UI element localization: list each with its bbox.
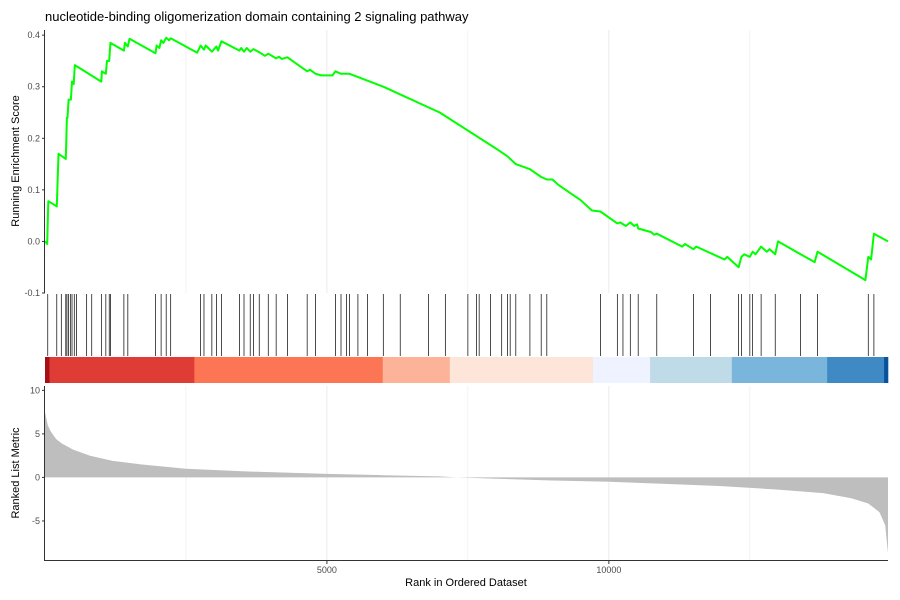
x-axis-title: Rank in Ordered Dataset <box>405 577 527 589</box>
x-axis-ticks: 5000 10000 <box>317 561 621 575</box>
y-tick-label: -0.1 <box>24 288 40 298</box>
x-tick-label: 5000 <box>317 565 337 575</box>
rank-color-bar <box>45 357 889 383</box>
color-bar-segment <box>650 357 733 383</box>
running-score-panel: -0.1 0.0 0.1 0.2 0.3 0.4 Running Enrichment S… <box>10 30 889 356</box>
y-tick-label: 5 <box>35 429 40 439</box>
color-bar-segment <box>49 357 195 383</box>
x-tick-label: 10000 <box>596 565 621 575</box>
chart-title: nucleotide-binding oligomerization domai… <box>45 9 469 24</box>
color-bar-segment <box>731 357 828 383</box>
y-tick-label: 0.0 <box>27 236 40 246</box>
ranked-metric-area <box>45 412 888 554</box>
running-score-line <box>44 36 889 282</box>
ranked-metric-panel: -5 0 5 10 5000 10000 Ranked List Metric Rank… <box>10 385 888 589</box>
color-bar-segment <box>382 357 451 383</box>
score-gridlines <box>185 30 751 293</box>
color-bar-segment <box>827 357 885 383</box>
metric-y-axis-ticks: -5 0 5 10 <box>30 385 45 526</box>
metric-y-axis-title: Ranked List Metric <box>10 427 22 519</box>
y-tick-label: 10 <box>30 385 40 395</box>
score-y-axis-title: Running Enrichment Score <box>10 95 22 226</box>
metric-gridlines <box>185 386 751 561</box>
y-tick-label: 0 <box>35 472 40 482</box>
color-bar-segment <box>449 357 594 383</box>
y-tick-label: 0.3 <box>27 82 40 92</box>
color-bar-segment <box>194 357 384 383</box>
hit-marks <box>47 294 875 356</box>
color-bar-segment <box>884 357 889 383</box>
color-bar-segment <box>593 357 651 383</box>
color-bar-segment <box>45 357 50 383</box>
y-tick-label: -5 <box>32 516 40 526</box>
y-tick-label: 0.1 <box>27 185 40 195</box>
y-tick-label: 0.4 <box>27 30 40 40</box>
score-y-axis-ticks: -0.1 0.0 0.1 0.2 0.3 0.4 <box>24 30 45 298</box>
y-tick-label: 0.2 <box>27 133 40 143</box>
